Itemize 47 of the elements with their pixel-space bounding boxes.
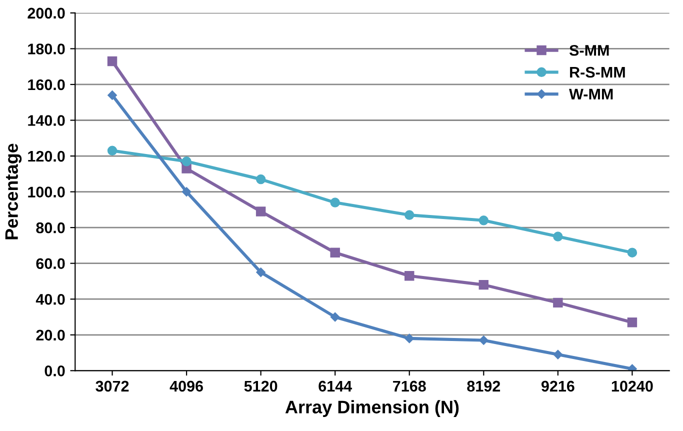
point [256, 174, 266, 184]
point [182, 187, 192, 196]
y-axis-title: Percentage [5, 144, 22, 240]
point [404, 334, 414, 344]
y-tick-label: 120.0 [28, 150, 65, 162]
x-tick-label: 8192 [467, 380, 500, 392]
point [553, 232, 563, 242]
point [256, 206, 266, 216]
legend-label: R-S-MM [570, 66, 625, 78]
legend-label: W-MM [569, 88, 613, 100]
point [107, 146, 118, 156]
x-tick-label: 4096 [170, 380, 203, 392]
x-tick-label: 7168 [393, 380, 426, 392]
y-tick-label: 0.0 [44, 366, 65, 376]
point [478, 280, 489, 290]
point [553, 298, 563, 308]
point [404, 271, 414, 281]
point [182, 156, 192, 166]
y-tick-label: 100.0 [28, 186, 65, 198]
y-tick-label: 180.0 [28, 44, 65, 54]
point [330, 198, 340, 208]
y-tick-label: 140.0 [28, 115, 65, 126]
point [479, 336, 488, 345]
point [627, 318, 638, 328]
x-tick-label: 10240 [612, 380, 653, 392]
x-tick-label: 6144 [318, 380, 352, 392]
point [628, 364, 637, 371]
y-tick-label: 40.0 [36, 294, 65, 305]
x-axis-title: Array Dimension (N) [285, 400, 459, 418]
point [107, 56, 118, 66]
point [404, 210, 414, 220]
point [553, 350, 563, 360]
point [478, 216, 489, 226]
x-tick-label: 3072 [96, 380, 129, 392]
y-tick-label: 160.0 [28, 79, 65, 90]
y-tick-label: 200.0 [28, 8, 65, 19]
point [256, 268, 266, 277]
y-tick-label: 60.0 [36, 258, 65, 270]
x-tick-label: 9216 [541, 380, 574, 392]
y-tick-label: 80.0 [36, 222, 65, 234]
point [108, 90, 117, 100]
legend-label: S-MM [569, 44, 609, 56]
point [330, 248, 340, 258]
y-tick-label: 20.0 [36, 330, 65, 341]
point [627, 248, 638, 258]
x-tick-label: 5120 [244, 380, 278, 392]
point [330, 312, 340, 322]
